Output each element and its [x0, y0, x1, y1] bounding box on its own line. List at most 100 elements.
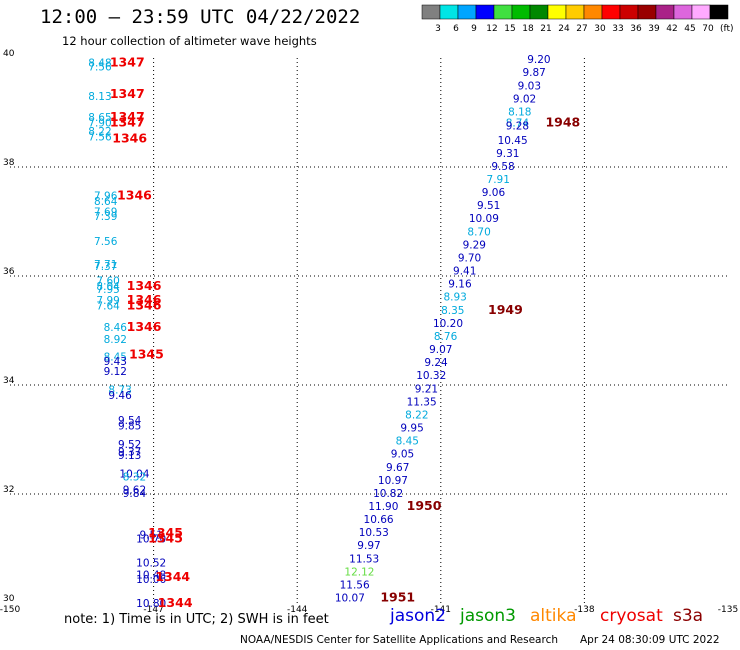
wave-height-point: 8.70 [467, 226, 490, 238]
wave-height-point: 9.97 [357, 540, 380, 552]
time-label: 1347 [110, 109, 145, 124]
wave-height-point: 9.29 [463, 239, 486, 251]
wave-height-point: 7.96 [94, 190, 118, 202]
x-tick-label: -147 [143, 605, 163, 615]
wave-height-point: 8.48 [88, 57, 111, 69]
wave-height-point: 7.69 [94, 207, 117, 219]
wave-height-point: 8.74 [506, 117, 530, 129]
y-tick-label: 32 [3, 485, 14, 495]
wave-height-point: 8.45 [104, 352, 127, 364]
wave-height-point: 9.87 [522, 67, 545, 79]
wave-height-point: 9.12 [104, 366, 127, 378]
time-label: 1344 [155, 569, 190, 584]
wave-height-point: 9.95 [400, 423, 423, 435]
time-label: 1347 [110, 114, 145, 129]
time-label: 1345 [148, 525, 183, 540]
chart-subtitle: 12 hour collection of altimeter wave hei… [62, 34, 317, 48]
time-label: 1344 [158, 595, 193, 610]
color-scale-legend: 3 6 9 12 15 18 21 24 27 30 33 36 39 42 45 70 (ft) [421, 4, 734, 34]
colorbar-label: 39 [648, 24, 660, 34]
wave-height-point: 10.66 [364, 514, 394, 526]
wave-height-point: 9.31 [496, 148, 519, 160]
wave-height-point: 9.43 [104, 356, 127, 368]
wave-height-point: 10.53 [359, 527, 389, 539]
wave-height-point: 9.46 [108, 390, 132, 402]
wave-height-point: 9.13 [118, 450, 141, 462]
wave-height-point: 8.35 [441, 305, 464, 317]
wave-height-point: 7.95 [96, 284, 119, 296]
x-tick-label: -150 [0, 605, 20, 615]
wave-height-point: 8.32 [123, 472, 146, 484]
wave-height-point: 7.56 [94, 236, 118, 248]
time-label: 1347 [110, 54, 145, 69]
wave-height-point: 7.56 [88, 62, 112, 74]
wave-height-point: 9.70 [458, 252, 481, 264]
colorbar-label: 18 [522, 24, 534, 34]
wave-height-point: 8.64 [94, 196, 118, 208]
wave-height-point: 7.99 [96, 295, 119, 307]
wave-height-point: 10.04 [119, 468, 149, 480]
wave-height-point: 9.51 [477, 200, 500, 212]
wave-height-point: 10.52 [136, 558, 166, 570]
wave-height-point: 8.04 [96, 281, 120, 293]
wave-height-point: 9.21 [415, 383, 438, 395]
wave-height-point: 10.82 [373, 488, 403, 500]
colorbar-label: 21 [540, 24, 551, 34]
y-tick-label: 40 [3, 49, 15, 59]
wave-height-point: 9.28 [506, 121, 529, 133]
wave-height-point: 8.45 [396, 436, 419, 448]
wave-height-point: 8.13 [88, 91, 111, 103]
wave-height-point: 9.67 [386, 462, 409, 474]
legend-jason3: jason3 [460, 606, 516, 626]
wave-height-point: 7.60 [96, 275, 119, 287]
colorbar-label: 12 [486, 24, 497, 34]
colorbar-unit: (ft) [720, 24, 734, 34]
time-label: 1950 [407, 498, 442, 513]
wave-height-point: 11.90 [368, 501, 398, 513]
wave-height-point: 10.48 [136, 570, 166, 582]
wave-height-point: 8.65 [88, 112, 111, 124]
wave-height-point: 12.12 [344, 566, 374, 578]
wave-height-point: 7.37 [94, 261, 117, 273]
colorbar-swatch [709, 4, 729, 20]
wave-height-point: 7.39 [94, 211, 117, 223]
wave-height-point: 9.24 [424, 357, 448, 369]
wave-height-point: 8.18 [508, 106, 531, 118]
legend-cryosat: cryosat [600, 606, 663, 626]
wave-height-point: 8.92 [104, 334, 127, 346]
wave-height-point: 9.06 [482, 187, 506, 199]
wave-height-point: 7.56 [88, 131, 112, 143]
wave-height-point: 10.06 [136, 574, 166, 586]
time-label: 1345 [129, 346, 164, 361]
time-label: 1948 [545, 114, 580, 129]
colorbar-label: 6 [453, 24, 459, 34]
y-tick-label: 34 [3, 376, 15, 386]
wave-height-point: 9.07 [429, 344, 452, 356]
x-tick-label: -144 [287, 605, 308, 615]
wave-height-point: 7.91 [487, 174, 510, 186]
wave-height-point: 10.07 [335, 593, 365, 605]
y-tick-label: 36 [3, 267, 15, 277]
wave-height-point: 10.80 [136, 598, 166, 610]
wave-height-point: 9.03 [518, 80, 541, 92]
wave-height-point: 8.76 [434, 331, 458, 343]
y-tick-label: 30 [3, 594, 15, 604]
colorbar-label: 70 [702, 24, 714, 34]
x-tick-label: -141 [431, 605, 451, 615]
wave-height-point: 9.58 [491, 161, 514, 173]
wave-height-point: 9.52 [118, 439, 141, 451]
time-label: 1345 [148, 531, 183, 546]
wave-height-point: 11.53 [349, 553, 379, 565]
wave-height-point: 7.90 [88, 117, 111, 129]
colorbar-label: 45 [684, 24, 695, 34]
x-tick-label: -135 [718, 605, 738, 615]
colorbar-label: 42 [666, 24, 677, 34]
wave-height-point: 10.97 [378, 475, 408, 487]
wave-height-point: 9.51 [140, 529, 163, 541]
time-label: 1951 [380, 590, 415, 605]
wave-height-point: 10.32 [416, 370, 446, 382]
wave-height-point: 10.45 [498, 135, 528, 147]
colorbar-label: 9 [471, 24, 477, 34]
